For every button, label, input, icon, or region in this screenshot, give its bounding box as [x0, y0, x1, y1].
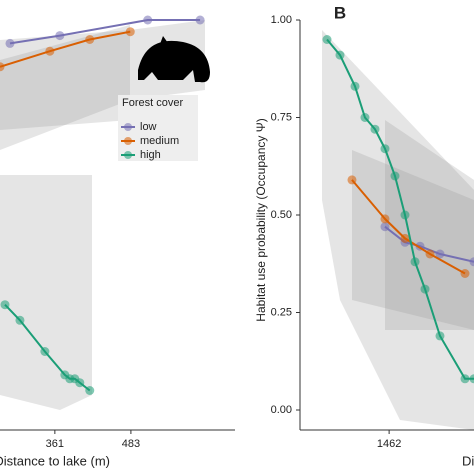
point [390, 171, 400, 181]
y-axis-label: Habitat use probability (Occupancy Ψ) [254, 118, 268, 321]
x-tick-label: 483 [122, 438, 140, 450]
point [195, 15, 205, 25]
point [410, 257, 420, 267]
point [469, 257, 474, 267]
x-tick-label: 1462 [377, 438, 401, 450]
point [460, 269, 470, 278]
point [0, 300, 10, 310]
legend-swatch [124, 137, 132, 145]
point [380, 214, 390, 224]
point [5, 38, 15, 48]
point [400, 210, 410, 220]
point [45, 46, 55, 56]
point [55, 31, 65, 41]
series-line [9, 19, 201, 45]
point [75, 378, 85, 388]
ribbon [0, 175, 92, 410]
y-tick-label: 0.00 [271, 404, 292, 416]
y-tick-label: 0.50 [271, 209, 292, 221]
point [143, 15, 153, 25]
point [322, 35, 332, 44]
point [40, 347, 50, 356]
x-axis-label: Distance to lake (m) [0, 453, 110, 468]
point [380, 222, 390, 232]
point [125, 27, 135, 37]
ribbon [385, 120, 474, 330]
point [360, 113, 370, 122]
point [400, 233, 410, 243]
legend-label: low [140, 121, 157, 133]
ribbons [0, 20, 474, 430]
point [350, 81, 360, 91]
legend-swatch [124, 151, 132, 159]
panel-label: B [334, 3, 346, 22]
x-tick-label: 361 [46, 438, 64, 450]
point [469, 374, 474, 384]
point [15, 315, 25, 325]
point [85, 35, 95, 44]
point [380, 144, 390, 154]
point [435, 249, 445, 259]
point [425, 249, 435, 259]
legend-label: medium [140, 135, 179, 147]
point [85, 386, 95, 395]
y-tick-label: 1.00 [271, 14, 292, 26]
point [347, 175, 357, 185]
beaver-icon [138, 36, 210, 83]
point [370, 124, 380, 134]
y-tick-label: 0.25 [271, 306, 292, 318]
ribbon [322, 30, 474, 430]
legend-swatch [124, 123, 132, 131]
ribbon [0, 25, 130, 130]
ribbon [352, 150, 474, 330]
x-axis-label: Distance to lake (m) [462, 453, 474, 468]
legend-label: high [140, 149, 161, 161]
point [335, 50, 345, 60]
series-line [0, 30, 131, 68]
point [435, 331, 445, 341]
point [460, 374, 470, 384]
legend-title: Forest cover [122, 97, 183, 109]
y-tick-label: 0.75 [271, 111, 292, 123]
point [420, 284, 430, 294]
point [0, 62, 5, 72]
